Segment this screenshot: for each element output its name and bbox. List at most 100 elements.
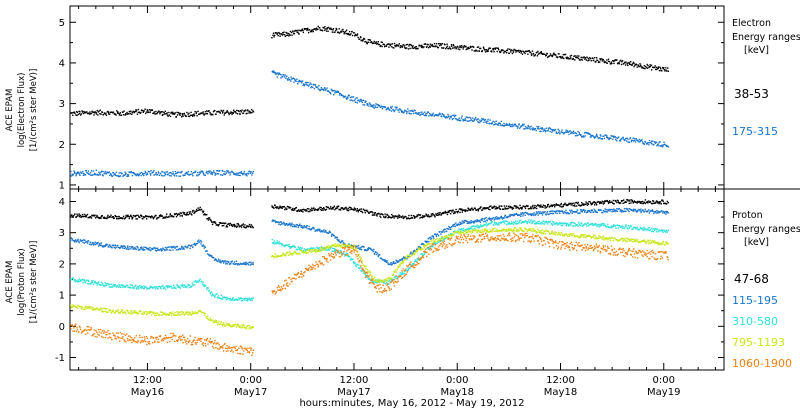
data-point	[241, 300, 244, 302]
data-point	[577, 202, 579, 205]
data-point	[77, 304, 79, 306]
data-point	[226, 171, 228, 173]
data-point	[135, 287, 138, 289]
data-point	[251, 263, 253, 265]
data-point	[579, 212, 581, 214]
data-point	[387, 262, 389, 264]
data-point	[512, 51, 515, 53]
data-point	[616, 201, 618, 204]
data-point	[541, 214, 544, 216]
data-point	[328, 249, 330, 251]
data-point	[455, 222, 457, 224]
data-point	[79, 215, 82, 217]
data-point	[650, 64, 653, 66]
data-point	[622, 63, 625, 65]
data-point	[400, 110, 402, 112]
data-point	[407, 269, 409, 271]
data-point	[108, 284, 110, 286]
data-point	[585, 59, 588, 61]
data-point	[491, 122, 494, 124]
data-point	[99, 242, 101, 245]
data-point	[136, 174, 138, 176]
data-point	[385, 260, 387, 262]
data-point	[105, 217, 107, 220]
data-point	[568, 57, 570, 59]
data-point	[306, 81, 308, 84]
data-point	[136, 218, 138, 220]
data-point	[646, 67, 649, 69]
data-point	[565, 129, 567, 131]
data-point	[463, 220, 465, 223]
data-point	[75, 114, 77, 116]
data-point	[252, 111, 255, 113]
data-point	[83, 279, 85, 282]
data-point	[508, 205, 510, 207]
data-point	[540, 212, 542, 215]
data-point	[548, 55, 551, 57]
data-point	[318, 246, 320, 249]
data-point	[298, 247, 300, 249]
data-point	[325, 30, 328, 32]
data-point	[628, 62, 631, 65]
data-point	[107, 246, 109, 248]
data-point	[227, 298, 229, 300]
data-point	[251, 174, 253, 176]
data-point	[392, 278, 394, 280]
data-point	[591, 202, 594, 205]
data-point	[141, 246, 143, 248]
data-point	[347, 96, 349, 98]
data-point	[530, 213, 533, 215]
data-point	[616, 208, 618, 210]
data-point	[240, 171, 242, 173]
data-point	[249, 225, 251, 228]
data-point	[170, 285, 172, 287]
data-point	[566, 222, 568, 225]
data-point	[372, 281, 375, 283]
data-point	[528, 127, 530, 129]
data-point	[421, 253, 423, 255]
data-point	[101, 282, 104, 285]
data-point	[152, 112, 154, 115]
data-point	[659, 211, 662, 213]
data-point	[396, 215, 398, 217]
data-point	[417, 47, 419, 50]
data-point	[533, 212, 535, 214]
data-point	[145, 174, 147, 176]
data-point	[427, 44, 429, 46]
data-point	[230, 263, 232, 265]
data-point	[639, 210, 641, 212]
data-point	[91, 174, 93, 176]
data-point	[169, 246, 171, 248]
data-point	[292, 224, 294, 226]
y-tick-label: 0	[59, 322, 65, 333]
data-point	[351, 208, 353, 211]
data-point	[373, 107, 375, 109]
data-point	[107, 110, 109, 113]
data-point	[397, 109, 399, 111]
data-point	[523, 221, 525, 223]
data-point	[546, 56, 549, 59]
data-point	[563, 223, 565, 225]
data-point	[507, 124, 510, 126]
data-point	[534, 223, 537, 225]
data-point	[599, 58, 601, 60]
data-point	[89, 111, 91, 113]
data-point	[170, 246, 172, 248]
data-point	[323, 207, 325, 209]
data-point	[453, 225, 455, 228]
data-point	[565, 225, 567, 227]
data-point	[521, 212, 524, 214]
data-point	[301, 208, 304, 211]
data-point	[219, 111, 221, 113]
data-point	[560, 57, 563, 59]
data-point	[177, 285, 180, 287]
data-point	[153, 169, 155, 172]
data-point	[115, 174, 117, 177]
data-point	[448, 116, 450, 118]
data-point	[98, 244, 101, 246]
data-point	[245, 174, 248, 176]
data-point	[94, 172, 96, 175]
data-point	[126, 216, 128, 218]
data-point	[623, 199, 625, 201]
data-point	[555, 56, 558, 58]
